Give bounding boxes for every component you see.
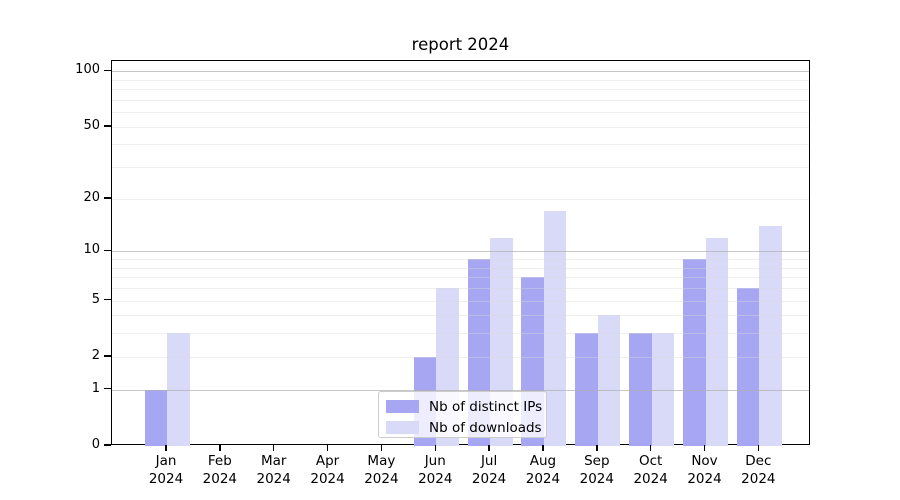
legend-label-downloads: Nb of downloads — [429, 419, 542, 436]
y-tick-100 — [104, 69, 111, 72]
x-tick-label-oct-2024: Oct 2024 — [633, 453, 668, 487]
legend-label-distinct-ips: Nb of distinct IPs — [429, 398, 543, 415]
x-tick-mar-2024 — [272, 445, 275, 451]
x-tick-label-jan-2024: Jan 2024 — [148, 453, 184, 487]
bar-nb-of-downloads-oct-2024 — [651, 333, 675, 446]
bar-nb-of-downloads-sep-2024 — [597, 315, 621, 446]
x-tick-label-aug-2024: Aug 2024 — [525, 453, 561, 487]
bar-nb-of-downloads-aug-2024 — [543, 211, 567, 446]
y-tick-50 — [104, 125, 111, 127]
bar-nb-of-distinct-ips-nov-2024 — [683, 259, 706, 446]
x-tick-nov-2024 — [703, 445, 706, 451]
bar-nb-of-distinct-ips-jan-2024 — [144, 389, 167, 446]
y-tick-2 — [104, 355, 111, 357]
x-tick-sep-2024 — [596, 445, 598, 451]
y-tick-10 — [104, 249, 111, 252]
bar-nb-of-downloads-nov-2024 — [705, 237, 728, 446]
x-tick-dec-2024 — [757, 445, 760, 451]
chart-title: report 2024 — [411, 35, 510, 54]
x-tick-label-nov-2024: Nov 2024 — [687, 453, 722, 487]
y-tick-label-0: 0 — [91, 437, 100, 452]
bar-nb-of-downloads-jan-2024 — [167, 333, 190, 446]
y-tick-1 — [104, 387, 111, 390]
bar-nb-of-distinct-ips-sep-2024 — [575, 333, 598, 446]
y-tick-label-10: 10 — [83, 242, 100, 258]
x-tick-label-feb-2024: Feb 2024 — [202, 453, 238, 487]
bar-nb-of-distinct-ips-oct-2024 — [629, 333, 652, 446]
bar-nb-of-distinct-ips-dec-2024 — [736, 288, 760, 446]
x-tick-jun-2024 — [434, 445, 436, 451]
y-tick-label-5: 5 — [91, 291, 100, 307]
x-tick-label-sep-2024: Sep 2024 — [579, 453, 614, 487]
legend: Nb of distinct IPs Nb of downloads — [378, 391, 547, 438]
y-tick-5 — [104, 298, 111, 301]
x-tick-label-mar-2024: Mar 2024 — [256, 453, 291, 487]
x-tick-label-jul-2024: Jul 2024 — [471, 453, 507, 487]
legend-item-downloads: Nb of downloads — [379, 417, 546, 438]
legend-swatch-distinct-ips — [386, 400, 419, 413]
bars-layer — [112, 61, 809, 446]
x-tick-label-apr-2024: Apr 2024 — [310, 453, 345, 487]
x-tick-may-2024 — [380, 445, 383, 451]
y-tick-label-20: 20 — [83, 189, 100, 205]
legend-item-distinct-ips: Nb of distinct IPs — [379, 396, 546, 417]
y-tick-label-50: 50 — [83, 117, 100, 133]
bar-nb-of-downloads-dec-2024 — [759, 226, 782, 446]
x-tick-feb-2024 — [219, 445, 221, 451]
y-tick-0 — [104, 444, 111, 446]
y-tick-label-2: 2 — [91, 347, 100, 363]
plot-area — [111, 60, 810, 446]
x-tick-label-jun-2024: Jun 2024 — [418, 453, 453, 487]
x-tick-jul-2024 — [488, 445, 490, 451]
x-tick-label-dec-2024: Dec 2024 — [741, 453, 776, 487]
x-tick-aug-2024 — [542, 445, 544, 451]
y-tick-label-1: 1 — [91, 380, 100, 396]
y-tick-20 — [104, 197, 111, 199]
y-tick-label-100: 100 — [75, 62, 100, 78]
x-tick-label-may-2024: May 2024 — [364, 453, 399, 487]
x-tick-jan-2024 — [165, 445, 167, 451]
x-tick-oct-2024 — [649, 445, 652, 451]
x-tick-apr-2024 — [326, 445, 329, 451]
legend-swatch-downloads — [386, 421, 419, 434]
